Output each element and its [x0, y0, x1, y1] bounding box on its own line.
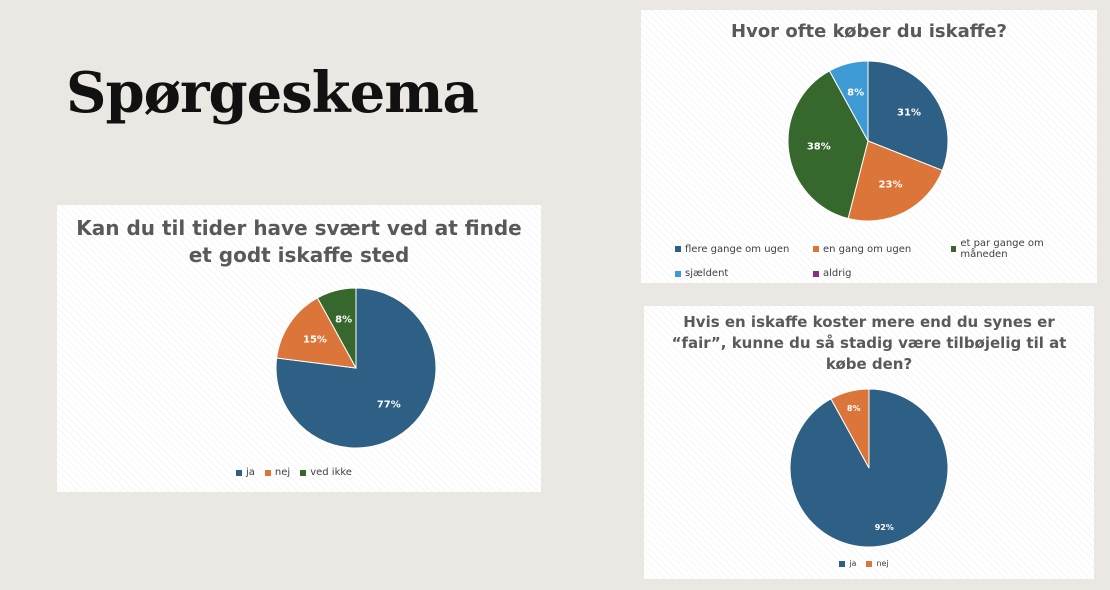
legend-item-et-par-gange-om-måneden: et par gange om måneden	[951, 238, 1079, 260]
data-label-et-par-gange-om-måneden: 38%	[807, 142, 831, 153]
pie-slice-nej	[276, 297, 357, 369]
chart-title-line: købe den?	[825, 355, 913, 373]
legend-swatch	[675, 270, 681, 277]
chart-title-line: “fair”, kunne du så stadig være tilbøjel…	[671, 334, 1067, 352]
legend-item-aldrig: aldrig	[813, 268, 941, 279]
legend-swatch	[951, 246, 957, 252]
chart-title-frequency: Hvor ofte køber du iskaffe?	[641, 20, 1097, 44]
slide-title: Spørgeskema	[66, 60, 479, 126]
pie-slice-nej	[830, 388, 870, 469]
legend-swatch	[839, 560, 846, 567]
chart-title-difficulty: Kan du til tider have svært ved at finde…	[57, 215, 541, 269]
legend-label: ved ikke	[310, 467, 352, 478]
legend-difficulty: ja nej ved ikke	[57, 467, 541, 478]
legend-item-flere-gange-om-ugen: flere gange om ugen	[675, 244, 803, 255]
chart-title-line: Kan du til tider have svært ved at finde	[76, 216, 522, 240]
chart-title-fair-price: Hvis en iskaffe koster mere end du synes…	[644, 312, 1094, 375]
chart-panel-difficulty: Kan du til tider have svært ved at finde…	[57, 205, 541, 492]
legend-label: ja	[849, 559, 857, 568]
legend-fair-price: ja nej	[644, 559, 1094, 568]
legend-label: en gang om ugen	[823, 243, 912, 255]
chart-title-line: Hvis en iskaffe koster mere end du synes…	[683, 313, 1055, 331]
chart-panel-frequency: Hvor ofte køber du iskaffe? 31% 23% 38% 8% …	[641, 10, 1097, 283]
legend-item-sjældent: sjældent	[675, 268, 803, 279]
legend-item-ja: ja	[839, 559, 856, 568]
data-label-ja: 92%	[875, 523, 894, 532]
legend-item-ved-ikke: ved ikke	[300, 467, 352, 478]
pie-slice-et-par-gange-om-måneden	[787, 70, 869, 220]
pie-chart-difficulty: 77% 15% 8%	[275, 287, 437, 449]
legend-item-nej: nej	[866, 559, 889, 568]
pie-slice-en-gang-om-ugen	[847, 140, 944, 222]
legend-label: flere gange om ugen	[685, 243, 790, 255]
data-label-sjældent: 8%	[847, 87, 864, 98]
legend-swatch	[813, 246, 819, 252]
chart-title-line: et godt iskaffe sted	[188, 243, 410, 267]
legend-label: aldrig	[823, 268, 852, 279]
legend-swatch	[264, 469, 271, 476]
legend-item-nej: nej	[264, 467, 291, 478]
legend-label: nej	[876, 559, 889, 568]
legend-item-en-gang-om-ugen: en gang om ugen	[813, 244, 941, 255]
pie-slice-sjældent	[828, 60, 869, 142]
legend-swatch	[675, 246, 681, 252]
pie-chart-frequency: 31% 23% 38% 8%	[787, 60, 949, 222]
pie-slice-ved-ikke	[316, 287, 357, 369]
legend-label: sjældent	[685, 268, 729, 279]
pie-slice-flere-gange-om-ugen	[867, 60, 949, 172]
legend-label: et par gange om måneden	[960, 238, 1044, 260]
data-label-ved-ikke: 8%	[335, 314, 352, 325]
pie-chart-fair-price: 92% 8%	[789, 388, 949, 548]
legend-swatch	[813, 270, 819, 277]
legend-swatch	[300, 469, 307, 476]
legend-swatch	[866, 560, 873, 567]
data-label-flere-gange-om-ugen: 31%	[897, 108, 921, 119]
data-label-nej: 8%	[847, 404, 861, 413]
data-label-en-gang-om-ugen: 23%	[879, 180, 903, 191]
chart-title-line: Hvor ofte køber du iskaffe?	[731, 21, 1007, 42]
legend-label: ja	[246, 467, 255, 478]
legend-frequency: flere gange om ugen en gang om ugen et par…	[675, 238, 1095, 279]
legend-item-ja: ja	[236, 467, 255, 478]
legend-swatch	[236, 469, 243, 476]
chart-panel-fair-price: Hvis en iskaffe koster mere end du synes…	[644, 306, 1094, 579]
legend-label: nej	[274, 467, 291, 478]
data-label-ja: 77%	[377, 400, 401, 411]
data-label-nej: 15%	[303, 335, 327, 346]
